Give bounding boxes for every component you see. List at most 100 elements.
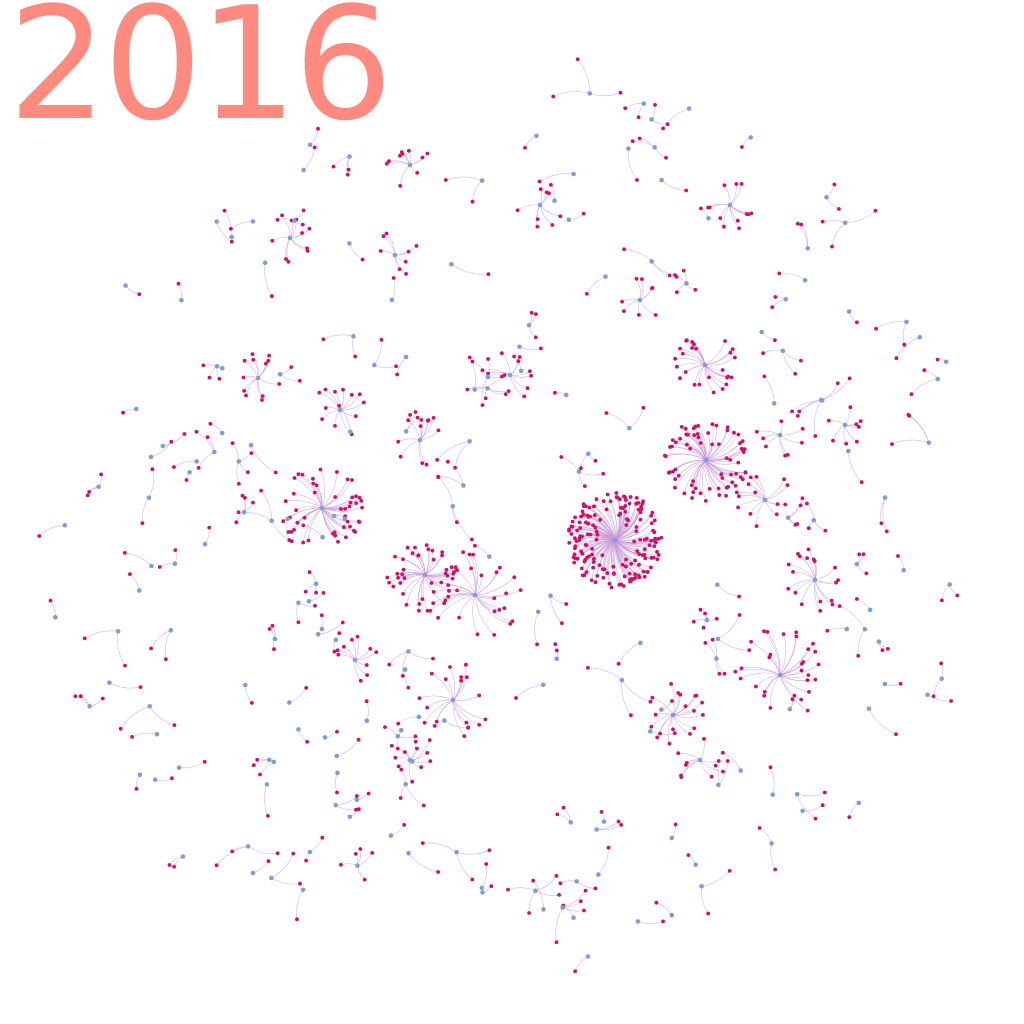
edge xyxy=(339,409,356,417)
leaf-node xyxy=(480,368,485,373)
leaf-node xyxy=(517,355,522,359)
leaf-node xyxy=(355,634,360,639)
hub-node xyxy=(518,368,524,374)
leaf-node xyxy=(716,486,721,491)
leaf-node xyxy=(699,206,703,211)
leaf-node xyxy=(813,649,818,654)
leaf-node xyxy=(684,338,689,342)
leaf-node xyxy=(844,441,849,446)
edge xyxy=(335,804,357,811)
leaf-node xyxy=(414,244,419,248)
leaf-node xyxy=(420,461,425,465)
leaf-node xyxy=(176,281,181,286)
leaf-node xyxy=(202,759,207,764)
leaf-node xyxy=(638,517,643,522)
edge xyxy=(141,497,150,524)
leaf-node xyxy=(354,494,358,499)
leaf-node xyxy=(813,434,818,438)
leaf-node xyxy=(782,477,786,482)
hub-node xyxy=(287,700,292,705)
leaf-node xyxy=(738,441,742,446)
hub-node xyxy=(313,581,319,587)
hub-node xyxy=(926,440,932,446)
leaf-node xyxy=(354,501,359,505)
hub-node xyxy=(176,765,182,770)
edge xyxy=(779,634,787,676)
hub-node xyxy=(802,278,808,283)
leaf-node xyxy=(608,499,613,504)
leaf-node xyxy=(462,734,467,738)
leaf-node xyxy=(718,216,723,221)
edge xyxy=(338,405,351,432)
leaf-node xyxy=(738,676,743,681)
leaf-node xyxy=(773,295,778,299)
edge xyxy=(796,794,816,819)
edge xyxy=(408,420,421,441)
hub-node xyxy=(652,145,657,150)
hub-node xyxy=(194,459,199,464)
hub-node xyxy=(285,516,290,522)
hub-node xyxy=(115,629,121,634)
leaf-node xyxy=(798,503,803,508)
hub-node xyxy=(406,850,411,856)
hub-node xyxy=(241,509,247,515)
leaf-node xyxy=(173,548,178,552)
edge xyxy=(539,189,543,206)
leaf-node xyxy=(383,725,387,729)
leaf-node xyxy=(443,677,448,682)
edge xyxy=(289,507,323,518)
leaf-node xyxy=(359,499,364,503)
leaf-node xyxy=(906,412,911,417)
leaf-node xyxy=(740,439,745,444)
leaf-node xyxy=(87,490,92,494)
leaf-node xyxy=(742,447,747,452)
leaf-node xyxy=(398,581,403,585)
leaf-node xyxy=(581,211,586,216)
edge xyxy=(575,538,616,547)
leaf-node xyxy=(894,356,899,361)
leaf-node xyxy=(727,869,732,873)
leaf-node xyxy=(600,553,605,558)
edge xyxy=(705,434,739,461)
edge xyxy=(651,261,670,276)
hub-node xyxy=(507,372,513,378)
leaf-node xyxy=(473,543,477,548)
edge xyxy=(321,479,348,509)
leaf-node xyxy=(443,178,448,182)
leaf-node xyxy=(692,709,696,713)
edge xyxy=(515,684,544,699)
edge xyxy=(550,595,563,624)
leaf-node xyxy=(205,435,210,440)
edge xyxy=(750,477,766,501)
leaf-node xyxy=(720,476,725,480)
leaf-node xyxy=(335,648,340,653)
hub-node xyxy=(352,657,358,663)
hub-node xyxy=(715,582,720,587)
leaf-node xyxy=(673,477,678,481)
hub-node xyxy=(450,504,456,509)
edge xyxy=(770,674,781,708)
leaf-node xyxy=(266,814,270,818)
edge xyxy=(594,506,616,541)
edge xyxy=(155,778,173,781)
leaf-node xyxy=(266,859,271,864)
edge xyxy=(474,594,495,636)
leaf-node xyxy=(431,416,436,420)
leaf-node xyxy=(653,539,657,543)
leaf-node xyxy=(829,598,834,603)
hub-node xyxy=(180,854,186,859)
edge xyxy=(264,262,273,297)
leaf-node xyxy=(716,759,721,763)
leaf-node xyxy=(650,695,655,700)
edge xyxy=(335,772,338,793)
edge xyxy=(397,571,426,576)
leaf-node xyxy=(431,601,436,606)
leaf-node xyxy=(345,172,350,177)
leaf-node xyxy=(356,519,361,524)
edge xyxy=(738,495,766,501)
leaf-node xyxy=(457,615,461,620)
leaf-node xyxy=(795,221,800,226)
edge xyxy=(801,224,809,249)
leaf-node xyxy=(700,700,704,705)
leaf-node xyxy=(350,478,354,482)
